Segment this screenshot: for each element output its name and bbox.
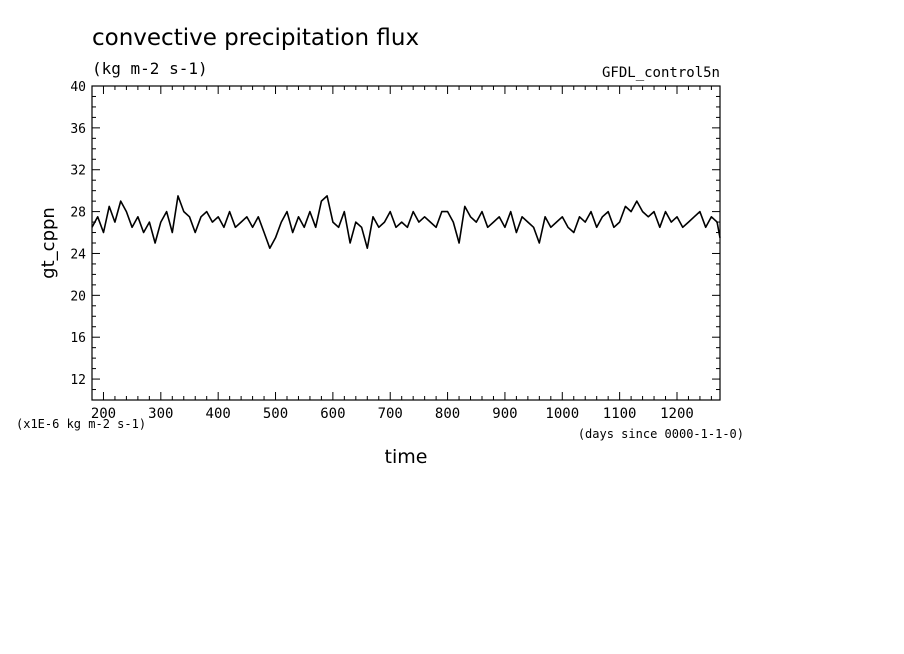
y-tick-label: 36 xyxy=(70,122,86,137)
x-tick-label: 200 xyxy=(91,406,116,422)
y-axis: 12 16 20 24 28 32 36 40 xyxy=(70,80,720,401)
x-units-label: (days since 0000-1-1-0) xyxy=(578,427,744,441)
x-tick-label: 400 xyxy=(206,406,231,422)
dataset-label: GFDL_control5n xyxy=(602,65,720,81)
x-tick-label: 900 xyxy=(492,406,517,422)
y-axis-label: gt_cppn xyxy=(38,207,59,279)
units-label: (kg m-2 s-1) xyxy=(92,59,208,78)
x-tick-label: 700 xyxy=(378,406,403,422)
x-axis: 200 300 400 500 600 700 800 900 1000 1100 1200 xyxy=(91,86,712,422)
series-line xyxy=(91,195,721,249)
y-tick-label: 28 xyxy=(70,206,86,221)
y-scale-label: (x1E-6 kg m-2 s-1) xyxy=(16,417,146,431)
x-tick-label: 1200 xyxy=(660,406,694,422)
y-tick-label: 16 xyxy=(70,331,86,346)
y-tick-label: 24 xyxy=(70,247,86,262)
x-tick-label: 800 xyxy=(435,406,460,422)
series-group xyxy=(91,195,721,249)
x-tick-label: 1000 xyxy=(545,406,579,422)
x-tick-label: 500 xyxy=(263,406,288,422)
chart-title: convective precipitation flux xyxy=(92,25,419,51)
y-tick-label: 32 xyxy=(70,164,86,179)
plot-frame xyxy=(91,85,721,401)
y-tick-label: 40 xyxy=(70,80,86,95)
x-axis-label: time xyxy=(385,446,428,468)
x-tick-label: 300 xyxy=(148,406,173,422)
x-tick-label: 600 xyxy=(320,406,345,422)
y-tick-label: 20 xyxy=(70,289,86,304)
y-tick-label: 12 xyxy=(70,373,86,388)
x-tick-label: 1100 xyxy=(603,406,637,422)
